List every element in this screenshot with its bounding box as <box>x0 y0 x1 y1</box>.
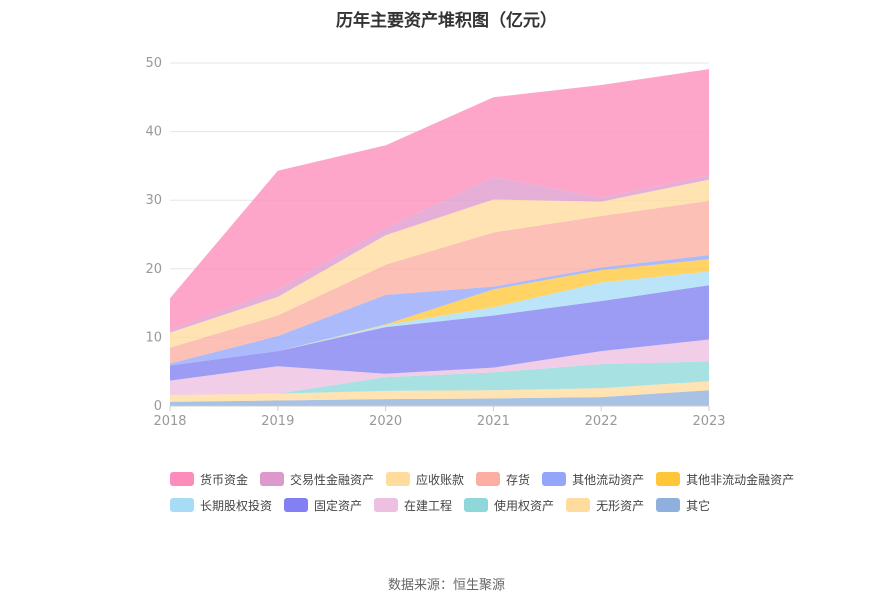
data-source: 数据来源：恒生聚源 <box>387 578 505 593</box>
legend-swatch <box>542 472 567 486</box>
legend-item[interactable]: 长期股权投资 <box>170 496 272 514</box>
y-tick-label: 10 <box>145 330 162 345</box>
x-tick-label: 2019 <box>261 414 294 429</box>
x-tick-label: 2021 <box>477 414 510 429</box>
area-series-10[interactable] <box>170 179 709 348</box>
x-tick-label: 2023 <box>692 414 725 429</box>
area-series-2[interactable] <box>170 381 709 402</box>
legend-item[interactable]: 货币资金 <box>170 470 248 488</box>
legend-label: 存货 <box>506 472 531 487</box>
area-series-8[interactable] <box>170 255 709 366</box>
legend-swatch <box>476 472 501 486</box>
legend-swatch <box>374 498 399 512</box>
legend-item[interactable]: 无形资产 <box>566 496 644 514</box>
area-series-12[interactable] <box>170 69 709 330</box>
x-tick-label: 2020 <box>369 414 402 429</box>
area-series-11[interactable] <box>170 175 709 333</box>
y-tick-label: 40 <box>145 125 162 140</box>
legend-swatch <box>170 498 194 512</box>
legend-swatch <box>656 472 681 486</box>
legend-swatch <box>386 472 411 486</box>
area-series-4[interactable] <box>170 339 709 396</box>
y-tick-label: 20 <box>145 262 162 277</box>
legend-swatch <box>656 498 681 512</box>
area-series-1[interactable] <box>170 390 709 406</box>
legend-item[interactable]: 存货 <box>476 470 530 488</box>
legend-swatch <box>260 472 285 486</box>
legend-item[interactable]: 其它 <box>656 496 710 514</box>
area-series <box>170 69 709 406</box>
legend-label: 长期股权投资 <box>200 498 273 513</box>
legend-swatch <box>170 472 194 486</box>
legend-label: 在建工程 <box>404 498 453 513</box>
area-series-6[interactable] <box>170 271 709 366</box>
legend-swatch <box>284 498 309 512</box>
legend-item[interactable]: 其他流动资产 <box>542 470 644 488</box>
legend-label: 交易性金融资产 <box>290 472 375 487</box>
x-tick-label: 2022 <box>585 414 618 429</box>
area-series-3[interactable] <box>170 361 709 396</box>
legend: 货币资金 交易性金融资产 应收账款 存货 其他流动资产 其他非流动金融资产长期股权投资 固定… <box>170 470 820 514</box>
x-tick-label: 2018 <box>153 414 186 429</box>
chart-title: 历年主要资产堆积图（亿元） <box>336 11 557 31</box>
legend-label: 使用权资产 <box>494 498 555 513</box>
legend-item[interactable]: 交易性金融资产 <box>260 470 374 488</box>
area-series-7[interactable] <box>170 259 709 366</box>
legend-swatch <box>566 498 591 512</box>
y-tick-label: 30 <box>145 193 162 208</box>
legend-swatch <box>464 498 489 512</box>
axes: 0 10 20 30 40 50 2018 2019 2020 2021 2022 2023 <box>145 56 725 429</box>
legend-label: 其它 <box>686 498 711 513</box>
y-tick-label: 50 <box>145 56 162 71</box>
legend-item[interactable]: 固定资产 <box>284 496 362 514</box>
legend-label: 货币资金 <box>200 472 249 487</box>
legend-item[interactable]: 应收账款 <box>386 470 464 488</box>
legend-item[interactable]: 使用权资产 <box>464 496 554 514</box>
area-series-5[interactable] <box>170 285 709 381</box>
legend-label: 其他非流动金融资产 <box>686 472 795 487</box>
legend-item[interactable]: 其他非流动金融资产 <box>656 470 794 488</box>
area-series-9[interactable] <box>170 200 709 364</box>
legend-label: 其他流动资产 <box>572 472 645 487</box>
legend-label: 应收账款 <box>416 472 465 487</box>
legend-label: 无形资产 <box>596 498 645 513</box>
legend-item[interactable]: 在建工程 <box>374 496 452 514</box>
y-tick-label: 0 <box>154 399 162 414</box>
legend-label: 固定资产 <box>314 498 363 513</box>
